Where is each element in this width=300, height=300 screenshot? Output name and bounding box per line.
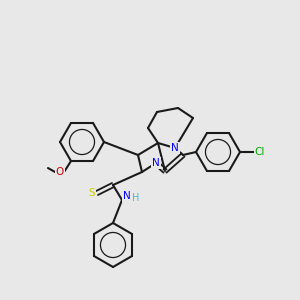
Text: N: N xyxy=(123,191,131,201)
Text: N: N xyxy=(171,143,179,153)
Text: Cl: Cl xyxy=(255,147,265,157)
Text: H: H xyxy=(132,193,140,203)
Text: S: S xyxy=(89,188,95,198)
Text: O: O xyxy=(56,167,64,177)
Text: N: N xyxy=(152,158,160,168)
